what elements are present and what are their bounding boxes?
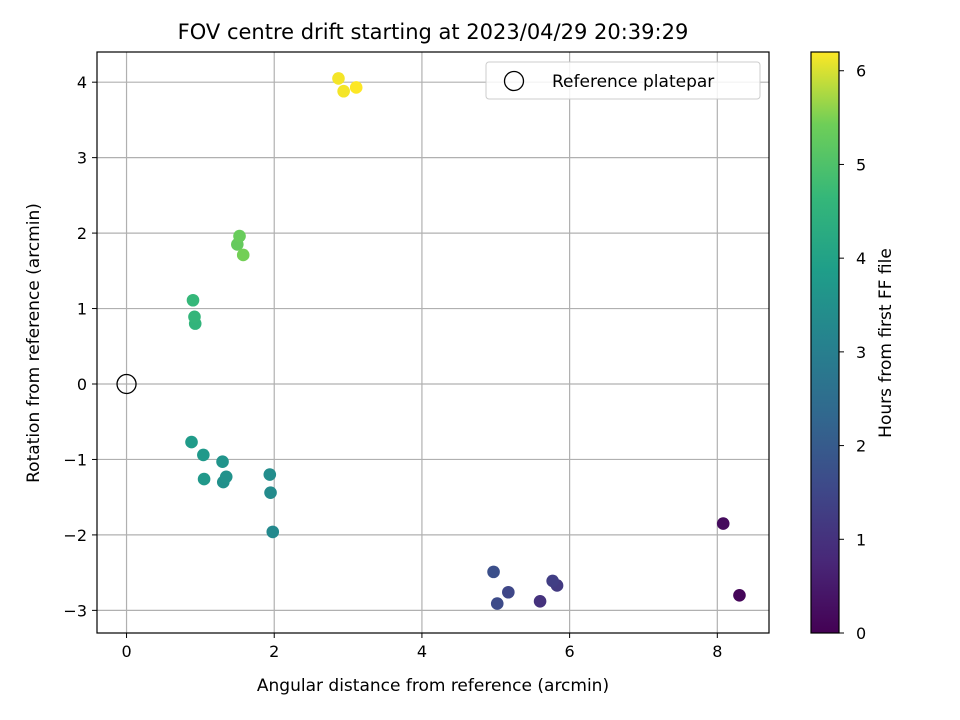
x-tick-label: 0 <box>121 642 131 661</box>
data-point <box>188 310 201 324</box>
x-tick-label: 8 <box>712 642 722 661</box>
data-point <box>487 565 500 579</box>
reference-marker <box>116 373 137 395</box>
data-point <box>219 470 233 484</box>
data-point <box>263 468 277 481</box>
x-tick-label: 2 <box>269 642 279 661</box>
colorbar-tick-label: 2 <box>856 437 866 456</box>
legend-marker <box>503 70 525 92</box>
data-point <box>502 585 515 599</box>
y-tick-label: 2 <box>77 224 87 243</box>
colorbar-label: Hours from first FF file <box>876 248 896 438</box>
y-axis-title: Rotation from reference (arcmin) <box>24 203 44 483</box>
plot-area: 0 2 4 6 8 −3 −2 −1 0 1 2 3 4 <box>63 51 770 661</box>
colorbar: 0 1 2 3 4 5 6 <box>810 51 866 643</box>
data-point <box>264 486 277 499</box>
x-axis-title: Angular distance from reference (arcmin) <box>257 676 609 696</box>
colorbar-tick-label: 5 <box>856 155 866 174</box>
x-tick-label: 6 <box>565 642 575 661</box>
data-point <box>332 72 345 85</box>
y-tick-label: 3 <box>77 149 87 168</box>
x-tick-label: 4 <box>417 642 427 661</box>
y-tick-label: 4 <box>77 73 87 92</box>
y-tick-label: −2 <box>63 526 87 545</box>
data-point <box>197 448 210 462</box>
legend: Reference platepar <box>485 61 761 100</box>
data-point <box>337 84 350 98</box>
axes-frame <box>96 51 770 634</box>
colorbar-tick-label: 3 <box>856 343 866 362</box>
data-point <box>733 588 746 602</box>
colorbar-tick-label: 6 <box>856 62 866 81</box>
colorbar-tick-label: 4 <box>856 249 866 268</box>
y-tick-label: −1 <box>63 450 87 469</box>
y-tick-label: 1 <box>77 300 87 319</box>
data-point <box>216 455 229 469</box>
colorbar-gradient <box>811 52 839 633</box>
data-point <box>236 248 250 262</box>
data-point <box>185 435 198 449</box>
data-point <box>533 595 547 608</box>
chart-title: FOV centre drift starting at 2023/04/29 … <box>178 20 689 44</box>
data-point <box>197 472 211 486</box>
data-point <box>233 229 246 243</box>
y-tick-label: −3 <box>63 601 87 620</box>
data-point <box>716 517 730 530</box>
colorbar-tick-label: 1 <box>856 530 866 549</box>
y-tick-label: 0 <box>77 375 87 394</box>
data-point <box>546 574 559 588</box>
data-point <box>349 81 363 94</box>
colorbar-frame <box>810 51 840 634</box>
colorbar-tick-label: 0 <box>856 624 866 643</box>
data-point <box>490 597 504 610</box>
legend-box <box>485 61 761 100</box>
data-point <box>186 293 200 307</box>
legend-label: Reference platepar <box>552 72 714 92</box>
data-point <box>266 525 280 539</box>
